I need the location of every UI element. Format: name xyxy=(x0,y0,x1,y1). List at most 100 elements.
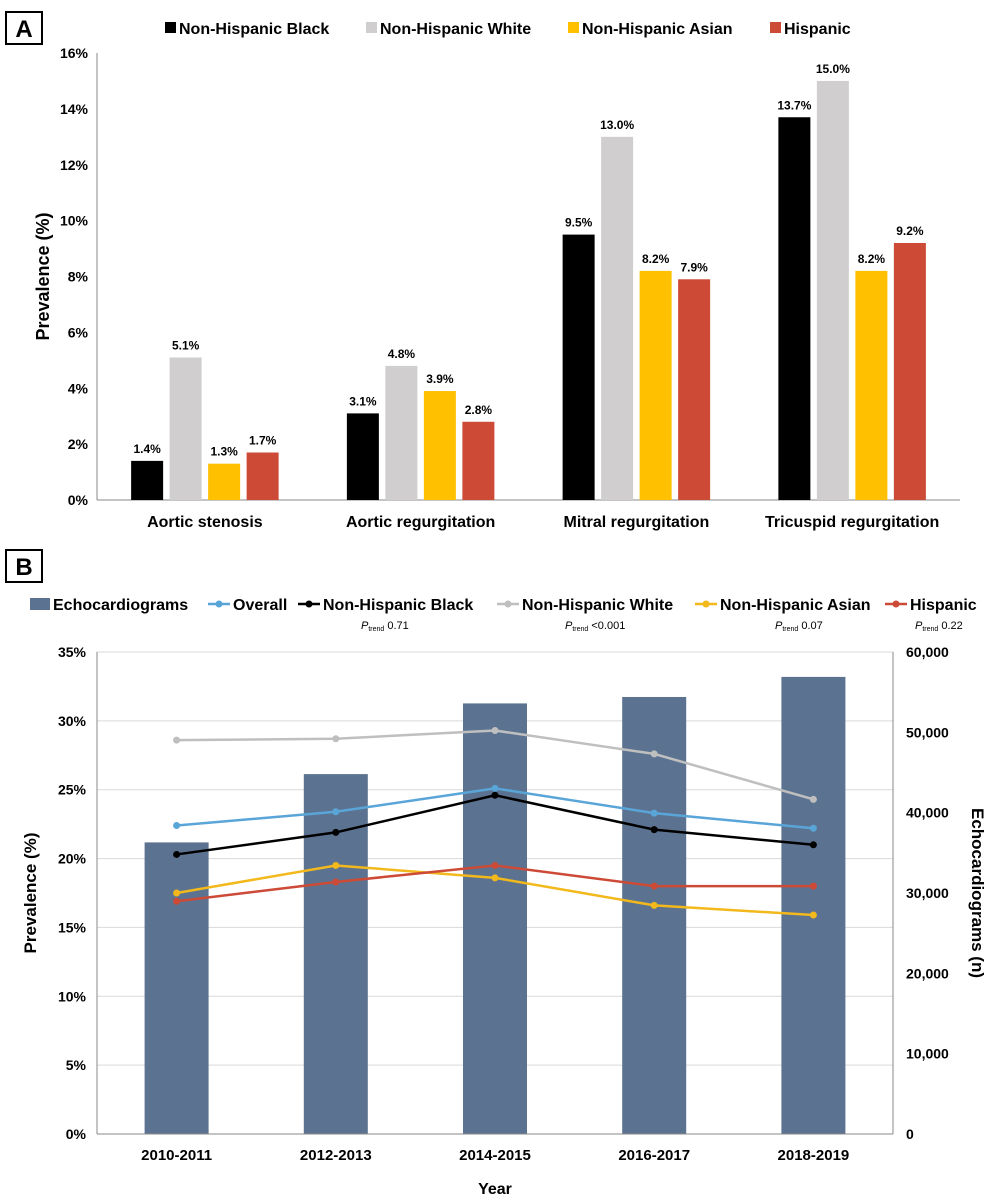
x-tick-label: Tricuspid regurgitation xyxy=(765,514,939,531)
x-tick-label: 2012-2013 xyxy=(300,1147,372,1164)
bar-non-hispanic-asian xyxy=(639,270,672,500)
bar-data-label: 13.7% xyxy=(777,98,811,112)
bar-non-hispanic-white xyxy=(169,357,202,500)
bar-non-hispanic-asian xyxy=(423,391,456,500)
y-axis-title: Prevalence (%) xyxy=(21,833,40,954)
legend-label-non-hispanic-asian: Non-Hispanic Asian xyxy=(582,21,733,38)
p-trend-label: Ptrend 0.22 xyxy=(915,620,963,633)
point-overall xyxy=(173,822,181,830)
bar-hispanic xyxy=(893,242,926,500)
bar-non-hispanic-asian xyxy=(208,463,241,500)
y-tick-label: 2% xyxy=(68,436,89,452)
point-non-hispanic-asian xyxy=(332,861,340,869)
echo-bar xyxy=(463,703,527,1134)
y2-tick-label: 60,000 xyxy=(906,644,949,660)
legend-label-echocardiograms: Echocardiograms xyxy=(53,597,188,614)
y-tick-label: 30% xyxy=(58,713,87,729)
x-tick-label: 2016-2017 xyxy=(618,1147,690,1164)
y2-tick-label: 30,000 xyxy=(906,885,949,901)
bar-non-hispanic-asian xyxy=(855,270,888,500)
legend-marker-non-hispanic-asian xyxy=(702,600,710,608)
x-tick-label: 2010-2011 xyxy=(141,1147,212,1164)
bar-data-label: 3.9% xyxy=(426,372,454,386)
y-tick-label: 4% xyxy=(68,380,89,396)
point-hispanic xyxy=(650,882,658,890)
point-hispanic xyxy=(491,861,499,869)
x-tick-label: 2018-2019 xyxy=(778,1147,850,1164)
legend-swatch-non-hispanic-black xyxy=(165,22,176,33)
y-tick-label: 8% xyxy=(68,269,89,285)
bar-non-hispanic-black xyxy=(778,117,811,500)
point-non-hispanic-asian xyxy=(650,901,658,909)
bar-data-label: 1.4% xyxy=(133,442,161,456)
legend-label-non-hispanic-white: Non-Hispanic White xyxy=(380,21,531,38)
bar-data-label: 4.8% xyxy=(388,347,416,361)
bar-data-label: 9.5% xyxy=(565,216,593,230)
y-tick-label: 20% xyxy=(58,851,87,867)
bar-data-label: 3.1% xyxy=(349,394,377,408)
y-tick-label: 16% xyxy=(60,45,89,61)
echo-bar xyxy=(144,842,209,1134)
legend-label-hispanic: Hispanic xyxy=(784,21,851,38)
y-tick-label: 0% xyxy=(68,492,89,508)
p-trend-label: Ptrend <0.001 xyxy=(565,620,625,633)
bar-non-hispanic-black xyxy=(562,234,595,500)
point-overall xyxy=(809,824,817,832)
point-overall xyxy=(650,809,658,817)
bar-hispanic xyxy=(678,279,711,500)
bar-data-label: 5.1% xyxy=(172,339,200,353)
p-trend-label: Ptrend 0.07 xyxy=(775,620,823,633)
echo-bar xyxy=(781,676,846,1134)
bar-hispanic xyxy=(462,421,495,500)
legend-label-non-hispanic-black: Non-Hispanic Black xyxy=(179,21,329,38)
y-tick-label: 10% xyxy=(58,988,87,1004)
point-non-hispanic-white xyxy=(173,736,181,744)
y-tick-label: 35% xyxy=(58,644,87,660)
bar-data-label: 2.8% xyxy=(465,403,493,417)
x-tick-label: Aortic stenosis xyxy=(147,514,263,531)
point-non-hispanic-black xyxy=(491,791,499,799)
y2-tick-label: 40,000 xyxy=(906,805,949,821)
legend-swatch-echocardiograms xyxy=(30,598,50,610)
legend-label-non-hispanic-white: Non-Hispanic White xyxy=(522,597,673,614)
y-tick-label: 0% xyxy=(66,1126,87,1142)
bar-data-label: 15.0% xyxy=(816,62,850,76)
y2-tick-label: 10,000 xyxy=(906,1046,949,1062)
legend-marker-non-hispanic-black xyxy=(305,600,313,608)
p-trend-label: Ptrend 0.71 xyxy=(361,620,409,633)
y-tick-label: 15% xyxy=(58,919,87,935)
legend-label-overall: Overall xyxy=(233,597,287,614)
x-axis-title: Year xyxy=(478,1181,512,1198)
point-non-hispanic-black xyxy=(173,850,181,858)
echo-bar xyxy=(622,696,687,1134)
legend-marker-non-hispanic-white xyxy=(504,600,512,608)
legend-label-non-hispanic-asian: Non-Hispanic Asian xyxy=(720,597,871,614)
point-non-hispanic-white xyxy=(809,795,817,803)
point-non-hispanic-black xyxy=(332,828,340,836)
bar-non-hispanic-black xyxy=(131,460,164,500)
x-tick-label: Mitral regurgitation xyxy=(563,514,709,531)
panel-a-label-text: A xyxy=(15,16,32,43)
y-tick-label: 14% xyxy=(60,101,89,117)
bar-non-hispanic-white xyxy=(601,136,634,500)
point-overall xyxy=(332,808,340,816)
point-hispanic xyxy=(332,878,340,886)
point-non-hispanic-asian xyxy=(809,911,817,919)
y2-tick-label: 20,000 xyxy=(906,965,949,981)
legend-marker-hispanic xyxy=(892,600,900,608)
y2-tick-label: 50,000 xyxy=(906,724,949,740)
panel-a-chart: 0% 2% 4% 6% 8% 10% 12% 14% 16% Prevalence (%) 1.4%… xyxy=(33,45,960,531)
panel-b-label: B xyxy=(5,549,43,583)
bar-non-hispanic-white xyxy=(816,80,849,500)
point-non-hispanic-black xyxy=(650,826,658,834)
bar-data-label: 8.2% xyxy=(858,252,886,266)
x-tick-label: Aortic regurgitation xyxy=(346,514,495,531)
point-non-hispanic-white xyxy=(332,735,340,743)
bar-data-label: 8.2% xyxy=(642,252,670,266)
legend-swatch-hispanic xyxy=(770,22,781,33)
panel-a-label: A xyxy=(5,11,43,45)
legend-swatch-non-hispanic-white xyxy=(366,22,377,33)
point-non-hispanic-black xyxy=(809,841,817,849)
point-overall xyxy=(491,784,499,792)
